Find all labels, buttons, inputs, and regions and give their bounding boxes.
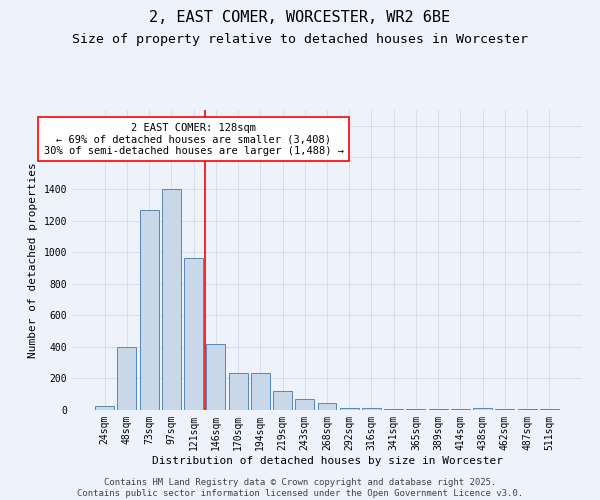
X-axis label: Distribution of detached houses by size in Worcester: Distribution of detached houses by size …: [151, 456, 503, 466]
Text: Size of property relative to detached houses in Worcester: Size of property relative to detached ho…: [72, 32, 528, 46]
Bar: [518, 409, 536, 410]
Text: 2 EAST COMER: 128sqm
← 69% of detached houses are smaller (3,408)
30% of semi-de: 2 EAST COMER: 128sqm ← 69% of detached h…: [44, 122, 344, 156]
Bar: [95, 406, 114, 410]
Bar: [295, 399, 314, 410]
Bar: [251, 373, 270, 410]
Bar: [496, 409, 514, 410]
Bar: [406, 409, 425, 410]
Bar: [118, 347, 136, 410]
Bar: [451, 409, 470, 410]
Bar: [206, 344, 225, 410]
Bar: [340, 408, 359, 410]
Bar: [317, 403, 337, 410]
Bar: [384, 409, 403, 410]
Bar: [429, 409, 448, 410]
Text: Contains HM Land Registry data © Crown copyright and database right 2025.
Contai: Contains HM Land Registry data © Crown c…: [77, 478, 523, 498]
Bar: [184, 258, 203, 410]
Bar: [229, 373, 248, 410]
Bar: [140, 210, 158, 410]
Text: 2, EAST COMER, WORCESTER, WR2 6BE: 2, EAST COMER, WORCESTER, WR2 6BE: [149, 10, 451, 25]
Y-axis label: Number of detached properties: Number of detached properties: [28, 162, 38, 358]
Bar: [540, 409, 559, 410]
Bar: [273, 391, 292, 410]
Bar: [162, 189, 181, 410]
Bar: [473, 408, 492, 410]
Bar: [362, 408, 381, 410]
